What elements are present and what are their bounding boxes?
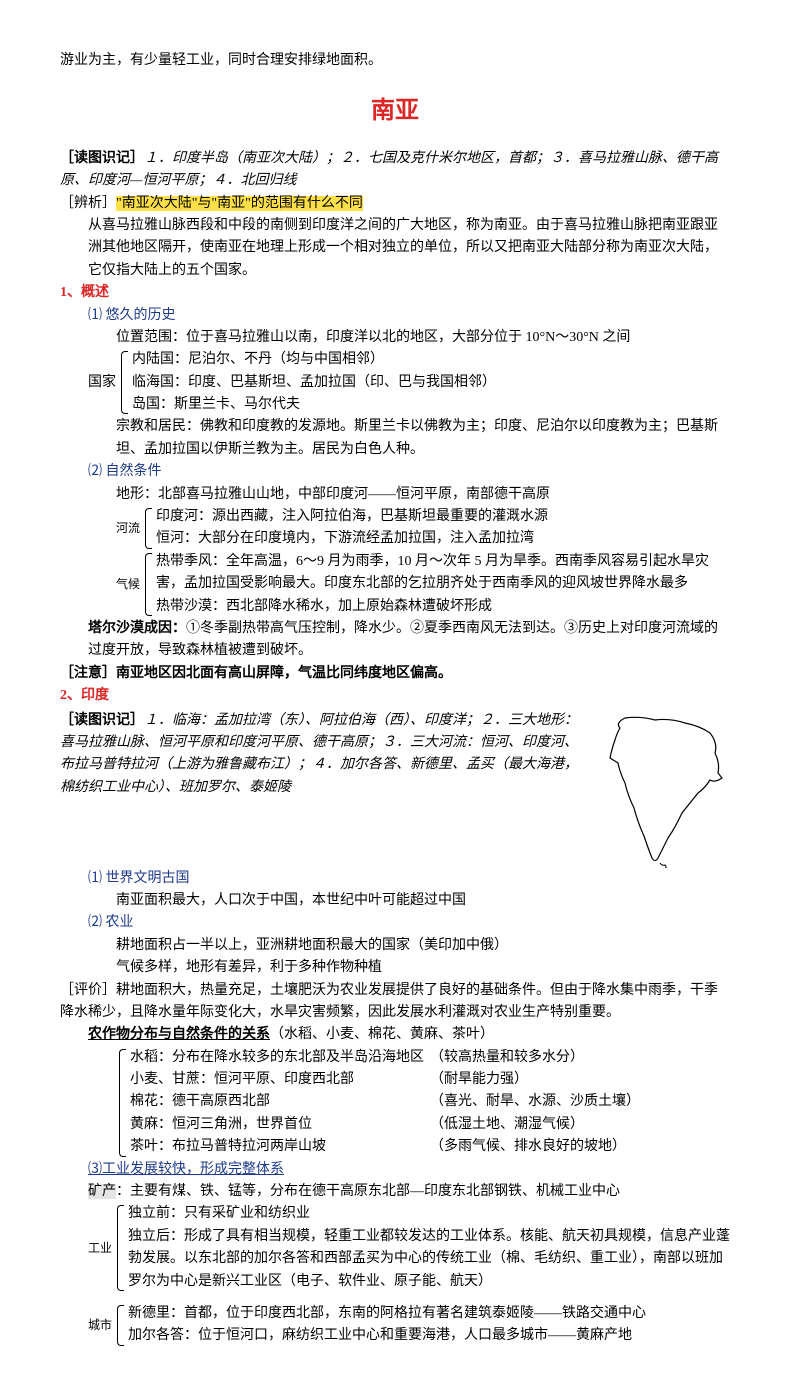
city-block: 城市 新德里：首都，位于印度西北部，东南的阿格拉有著名建筑泰姬陵——铁路交通中心… [88, 1303, 730, 1348]
terrain: 地形：北部喜马拉雅山山地，中部印度河——恒河平原，南部德干高原 [116, 484, 730, 506]
religion: 宗教和居民：佛教和印度教的发源地。斯里兰卡以佛教为主；印度、尼泊尔以印度教为主；… [88, 416, 730, 461]
india-map [590, 708, 730, 868]
civ-text: 南亚面积最大，人口次于中国，本世纪中叶可能超过中国 [116, 890, 730, 912]
section-1: 1、概述 [60, 282, 730, 304]
sub-1-1: ⑴ 悠久的历史 [88, 305, 730, 327]
crops-title: 农作物分布与自然条件的关系（水稻、小麦、棉花、黄麻、茶叶） [88, 1024, 730, 1046]
sub-2-2: ⑵ 农业 [88, 912, 730, 934]
ag-1: 耕地面积占一半以上，亚洲耕地面积最大的国家（美印加中俄） [116, 935, 730, 957]
tar-desert: 塔尔沙漠成因：①冬季副热带高气压控制，降水少。②夏季西南风无法到达。③历史上对印… [88, 618, 730, 663]
read-map-1: ［读图识记］１．印度半岛（南亚次大陆）；２．七国及克什米尔地区，首都；３．喜马拉… [60, 146, 730, 193]
location: 位置范围：位于喜马拉雅山以南，印度洋以北的地区，大部分位于 10°N～30°N … [116, 327, 730, 349]
note: ［注意］南亚地区因北面有高山屏障，气温比同纬度地区偏高。 [60, 663, 730, 685]
analysis: ［辨析］"南亚次大陆"与"南亚"的范围有什么不同 [60, 193, 730, 215]
sub-2-1: ⑴ 世界文明古国 [88, 868, 730, 890]
prev-page-line: 游业为主，有少量轻工业，同时合理安排绿地面积。 [60, 50, 730, 72]
crops-block: 水稻：分布在降水较多的东北部及半岛沿海地区（较高热量和较多水分） 小麦、甘蔗：恒… [116, 1047, 730, 1159]
sub-1-2: ⑵ 自然条件 [88, 461, 730, 483]
sub-2-3: ⑶工业发展较快，形成完整体系 [88, 1159, 730, 1181]
countries-block: 国家 内陆国：尼泊尔、不丹（均与中国相邻） 临海国：印度、巴基斯坦、孟加拉国（印… [88, 349, 730, 416]
river-block: 河流 印度河：源出西藏，注入阿拉伯海，巴基斯坦最重要的灌溉水源 恒河：大部分在印… [116, 506, 730, 551]
page-title: 南亚 [60, 92, 730, 130]
industry-block: 工业 独立前：只有采矿业和纺织业 独立后：形成了具有相当规模，轻重工业都较发达的… [88, 1203, 730, 1293]
section-2: 2、印度 [60, 685, 730, 707]
ag-2: 气候多样，地形有差异，利于多种作物种植 [116, 957, 730, 979]
climate-block: 气候 热带季风：全年高温，6～9 月为雨季，10 月～次年 5 月为旱季。西南季… [116, 551, 730, 618]
analysis-body: 从喜马拉雅山脉西段和中段的南侧到印度洋之间的广大地区，称为南亚。由于喜马拉雅山脉… [88, 215, 730, 282]
evaluation: ［评价］耕地面积大，热量充足，土壤肥沃为农业发展提供了良好的基础条件。但由于降水… [60, 980, 730, 1025]
mineral: 矿产：主要有煤、铁、锰等，分布在德干高原东北部—印度东北部钢铁、机械工业中心 [88, 1181, 730, 1203]
